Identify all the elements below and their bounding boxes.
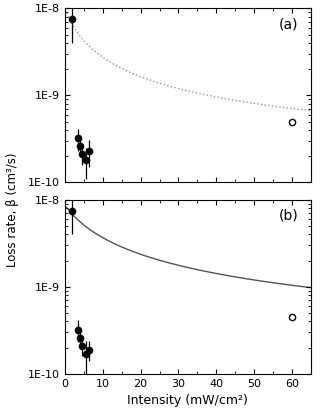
Text: (b): (b)	[279, 208, 299, 223]
Text: (a): (a)	[279, 17, 299, 31]
X-axis label: Intensity (mW/cm²): Intensity (mW/cm²)	[127, 394, 249, 407]
Text: Loss rate, β (cm³/s): Loss rate, β (cm³/s)	[6, 153, 19, 267]
